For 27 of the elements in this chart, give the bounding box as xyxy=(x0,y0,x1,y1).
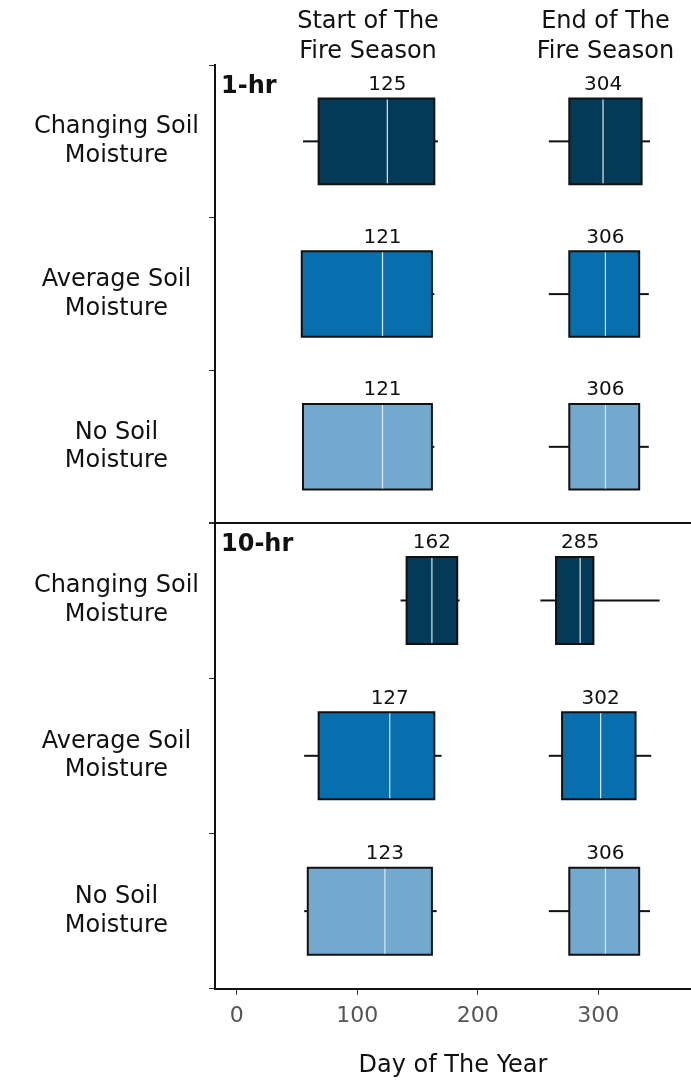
x-tick-label: 300 xyxy=(577,1002,620,1028)
x-tick-label: 0 xyxy=(229,1002,244,1028)
text: 125 xyxy=(368,70,407,95)
y-tick-label: Changing Soil Moisture xyxy=(33,111,199,168)
x-tick-label: 200 xyxy=(456,1002,499,1028)
series-label: End of The Fire Season xyxy=(536,6,675,64)
x-axis-title: Day of The Year xyxy=(358,1050,548,1079)
text: 306 xyxy=(586,223,625,248)
chart-title: 10-hr xyxy=(221,529,294,558)
text: 121 xyxy=(363,223,402,248)
text: 162 xyxy=(412,529,452,554)
y-tick-label: Average Soil Moisture xyxy=(41,726,192,783)
text: 127 xyxy=(370,684,409,709)
y-tick-label: Average Soil Moisture xyxy=(41,263,192,321)
text: 304 xyxy=(583,70,623,95)
y-tick-label: No Soil Moisture xyxy=(64,881,169,939)
y-tick-label: Changing Soil Moisture xyxy=(33,570,199,628)
text: 306 xyxy=(586,376,625,401)
text: 121 xyxy=(363,376,402,401)
text: 302 xyxy=(581,684,620,709)
text: 306 xyxy=(586,840,625,865)
text: 285 xyxy=(561,529,600,554)
series-label: Start of The Fire Season xyxy=(297,6,439,64)
text: 123 xyxy=(365,840,405,865)
chart-title: 1-hr xyxy=(221,71,277,100)
y-tick-label: No Soil Moisture xyxy=(64,416,169,474)
x-tick-label: 100 xyxy=(336,1002,379,1028)
